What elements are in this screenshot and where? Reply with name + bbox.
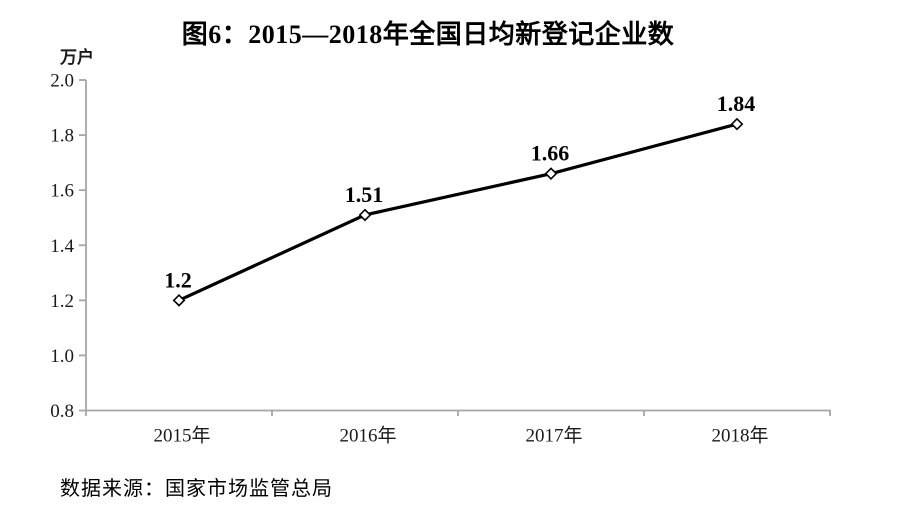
- y-axis-unit-label: 万户: [60, 48, 94, 67]
- y-tick-label: 1.0: [50, 346, 74, 367]
- y-tick-label: 0.8: [50, 401, 74, 422]
- data-point-marker: [358, 208, 372, 222]
- data-line: [178, 122, 738, 302]
- y-tick-label: 2.0: [50, 71, 74, 92]
- data-point-marker: [730, 117, 744, 131]
- y-tick-label: 1.4: [50, 236, 74, 257]
- data-point-marker: [544, 167, 558, 181]
- data-point-label: 1.2: [164, 267, 192, 292]
- chart-title: 图6：2015—2018年全国日均新登记企业数: [181, 20, 675, 49]
- data-source-note: 数据来源：国家市场监管总局: [60, 478, 333, 500]
- data-point-label: 1.66: [531, 141, 570, 166]
- y-tick-label: 1.6: [50, 181, 74, 202]
- x-axis-label: 2015年: [153, 425, 210, 447]
- data-point-label: 1.51: [345, 182, 384, 207]
- y-tick-label: 1.2: [50, 291, 74, 312]
- x-axis-label: 2018年: [711, 425, 768, 447]
- x-axis-label: 2017年: [525, 425, 582, 447]
- data-point-label: 1.84: [717, 91, 756, 116]
- x-axis-label: 2016年: [339, 425, 396, 447]
- data-point-marker: [172, 293, 186, 307]
- y-tick-label: 1.8: [50, 126, 74, 147]
